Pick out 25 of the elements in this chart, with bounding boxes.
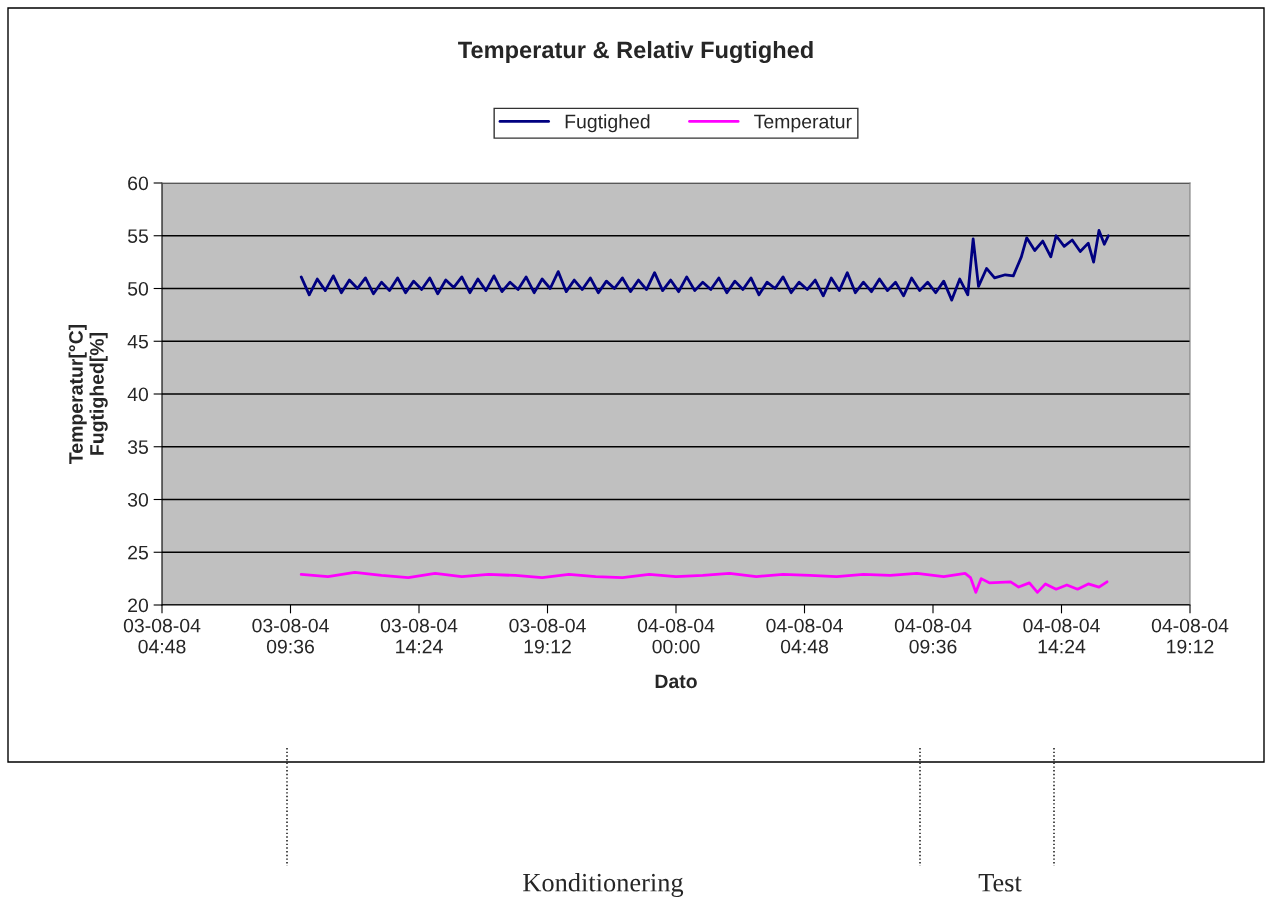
x-tick-label: 04-08-04 19:12 <box>1151 618 1229 654</box>
legend-label: Temperatur <box>754 114 852 133</box>
x-tick-label: 03-08-04 04:48 <box>123 618 201 654</box>
x-tick-label: 04-08-04 04:48 <box>766 618 843 654</box>
y-tick-label: 55 <box>127 229 148 243</box>
y-tick-label: 40 <box>127 387 149 402</box>
y-axis-title: Temperatur[°C] Fugtighed[%] <box>68 324 108 464</box>
y-tick-label: 25 <box>128 545 148 560</box>
chart-title: Temperatur & Relativ Fugtighed <box>458 40 813 64</box>
y-tick-label: 20 <box>128 598 149 613</box>
x-tick-label: 03-08-04 19:12 <box>509 618 586 654</box>
x-tick-label: 03-08-04 14:24 <box>380 618 458 654</box>
y-tick-label: 60 <box>128 176 149 191</box>
y-tick-label: 45 <box>127 334 148 349</box>
legend-label: Fugtighed <box>565 114 650 133</box>
x-axis-title: Dato <box>655 674 697 689</box>
y-tick-label: 35 <box>127 440 148 454</box>
text: Konditionering <box>523 873 684 897</box>
x-tick-label: 04-08-04 09:36 <box>894 618 972 654</box>
x-tick-label: 03-08-04 09:36 <box>252 618 329 654</box>
y-tick-label: 50 <box>127 281 149 296</box>
x-tick-label: 04-08-04 00:00 <box>637 618 715 654</box>
text: Test <box>978 874 1022 892</box>
y-tick-label: 30 <box>127 492 149 507</box>
x-tick-label: 04-08-04 14:24 <box>1023 618 1100 654</box>
